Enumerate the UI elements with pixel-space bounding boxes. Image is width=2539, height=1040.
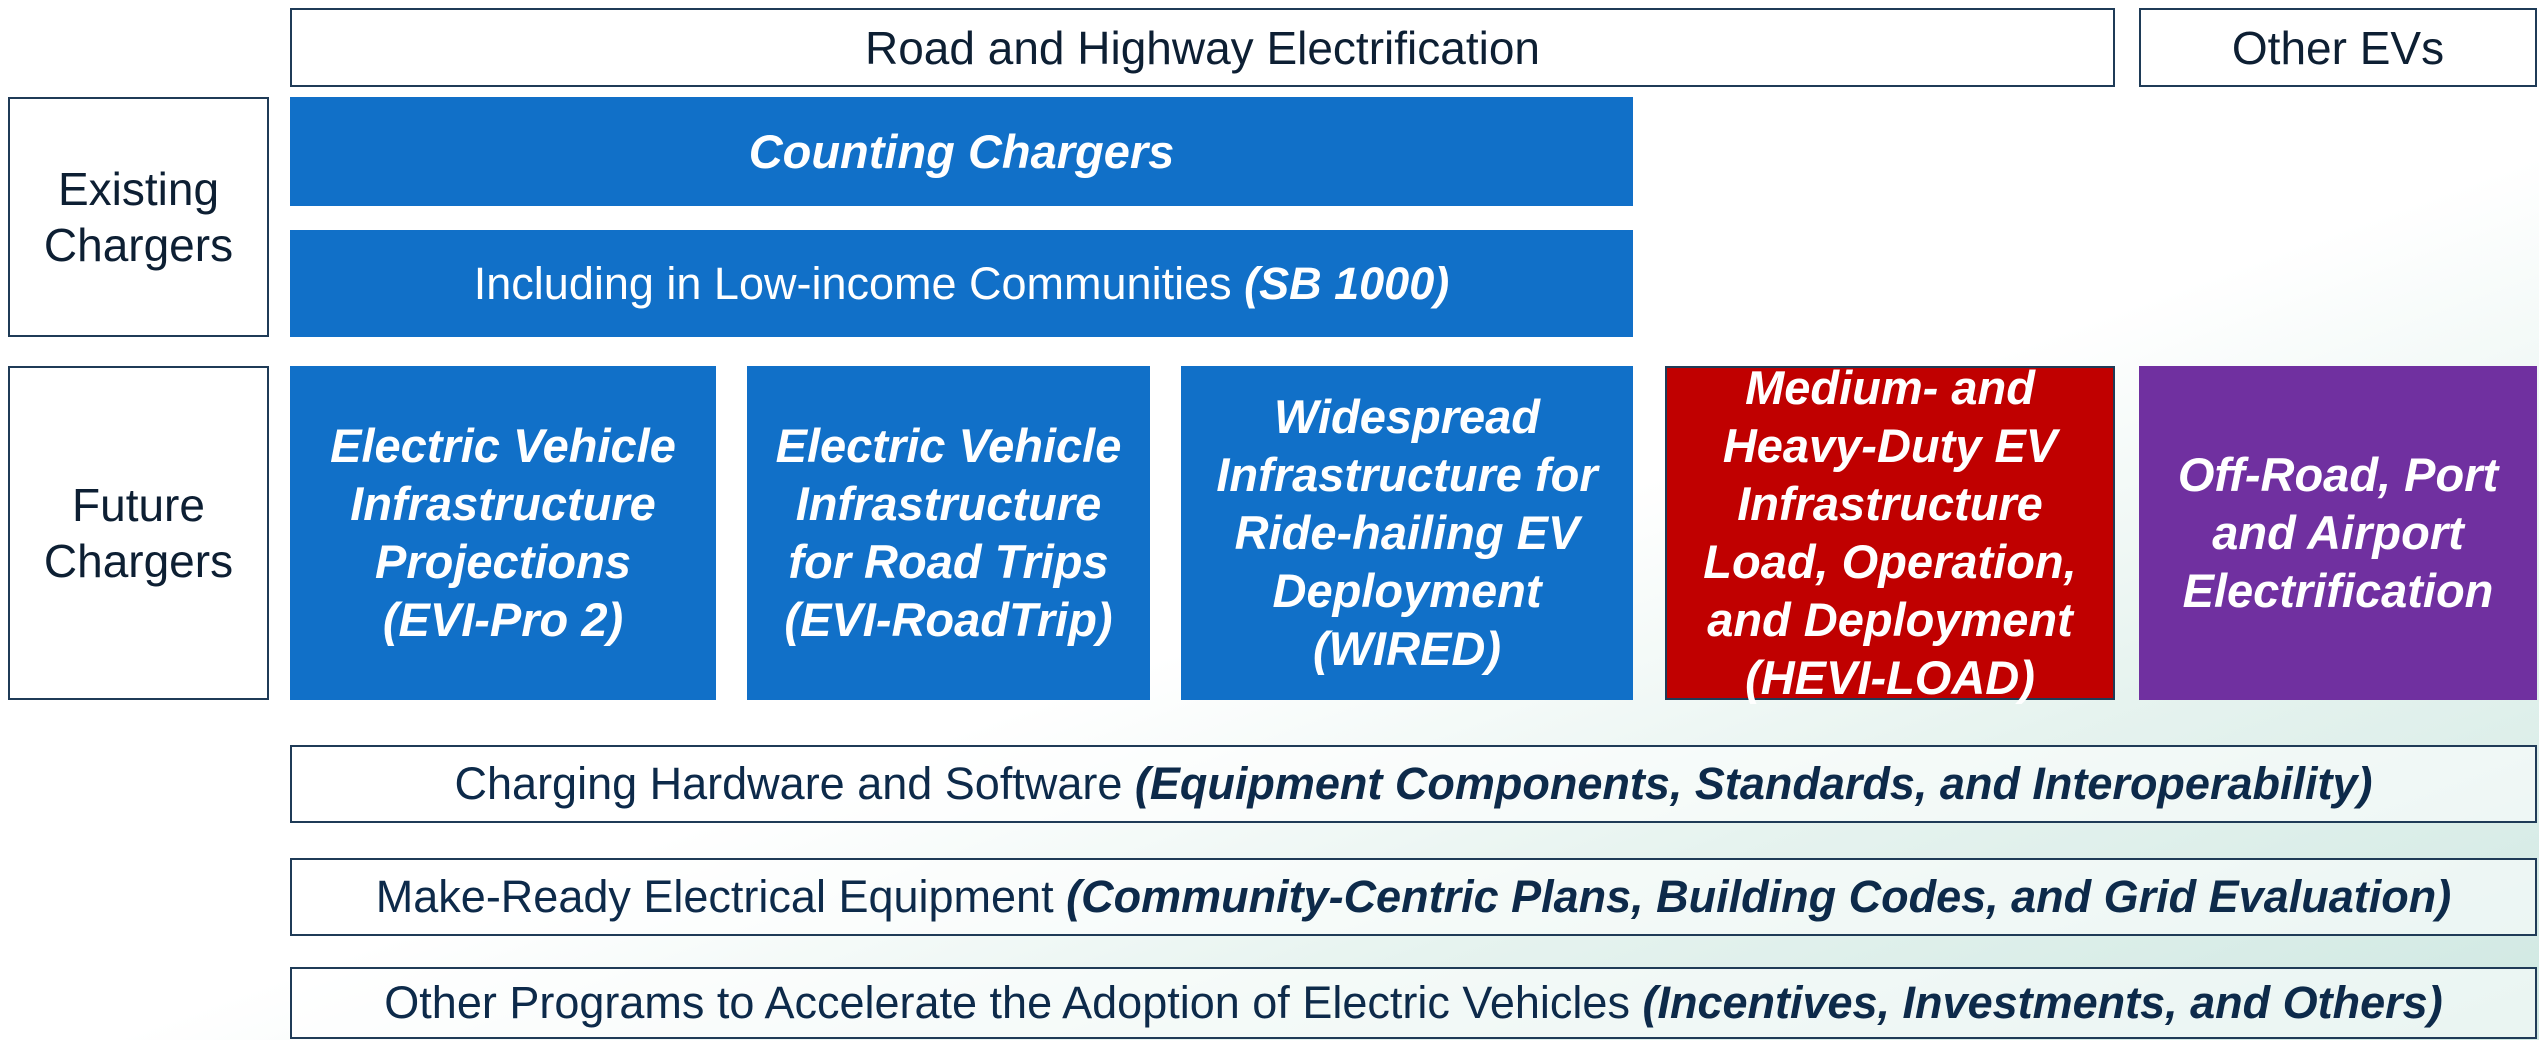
program-line: (HEVI-LOAD)	[1745, 651, 2035, 704]
program-line: Electric Vehicle	[330, 419, 676, 472]
header-left-text: Road and Highway Electrification	[864, 21, 1541, 74]
program-line: (EVI-RoadTrip)	[784, 593, 1113, 646]
band-box: Other Programs to Accelerate the Adoptio…	[290, 967, 2537, 1039]
band-emphasis: (Incentives, Investments, and Others)	[1642, 977, 2443, 1028]
program-line: Load, Operation,	[1703, 535, 2077, 588]
program-line: Infrastructure	[1737, 477, 2043, 530]
program-box: Medium- and Heavy-Duty EV Infrastructure Lo…	[1665, 361, 2115, 704]
row-label-text: Chargers	[43, 219, 234, 271]
row-label-text: Future	[72, 479, 205, 531]
counting-text: Counting Chargers	[748, 125, 1175, 178]
program-box: Off-Road, Port and Airport Electrification	[2139, 366, 2537, 700]
row-label: Existing Chargers	[8, 97, 269, 337]
program-line: Deployment	[1272, 564, 1542, 617]
band-text: Other Programs to Accelerate the Adoptio…	[384, 977, 1630, 1028]
program-line: Widespread	[1274, 390, 1540, 443]
program-box: Electric Vehicle Infrastructure for Road T…	[747, 366, 1150, 700]
program-box: Widespread Infrastructure for Ride-hailing…	[1181, 366, 1633, 700]
band-box: Make-Ready Electrical Equipment (Communi…	[290, 858, 2537, 936]
header-right: Other EVs	[2139, 8, 2537, 87]
band-box: Charging Hardware and Software (Equipmen…	[290, 745, 2537, 823]
row-label: Future Chargers	[8, 366, 269, 700]
program-line: (WIRED)	[1313, 622, 1501, 675]
row-label-text: Existing	[57, 163, 220, 215]
program-line: Ride-hailing EV	[1234, 506, 1580, 559]
program-line: Infrastructure for	[1216, 448, 1598, 501]
band-emphasis: (Community-Centric Plans, Building Codes…	[1066, 871, 2452, 922]
program-line: (EVI-Pro 2)	[382, 593, 624, 646]
program-line: Medium- and	[1745, 361, 2035, 414]
header-right-text: Other EVs	[2231, 21, 2445, 74]
low-income-box: Including in Low-income Communities (SB …	[290, 230, 1633, 337]
program-line: Infrastructure	[795, 477, 1102, 530]
program-box: Electric Vehicle Infrastructure Projection…	[290, 366, 716, 700]
header-left: Road and Highway Electrification	[290, 8, 2115, 87]
low-income-text: Including in Low-income Communities	[473, 257, 1232, 309]
program-line: Electrification	[2182, 564, 2494, 617]
band-text: Charging Hardware and Software	[454, 758, 1123, 809]
program-line: for Road Trips	[788, 535, 1109, 588]
row-label-text: Chargers	[43, 535, 234, 587]
program-line: and Deployment	[1707, 593, 2073, 646]
program-line: Off-Road, Port	[2177, 448, 2499, 501]
program-line: Projections	[375, 535, 631, 588]
program-line: Heavy-Duty EV	[1722, 419, 2058, 472]
counting-box: Counting Chargers	[290, 97, 1633, 206]
program-line: Infrastructure	[350, 477, 656, 530]
band-emphasis: (Equipment Components, Standards, and In…	[1134, 758, 2373, 809]
program-line: Electric Vehicle	[775, 419, 1122, 472]
space	[1054, 871, 1067, 923]
space	[1122, 758, 1135, 810]
low-income-emphasis: (SB 1000)	[1244, 257, 1450, 309]
space	[1630, 977, 1643, 1029]
program-line: and Airport	[2212, 506, 2464, 559]
band-text: Make-Ready Electrical Equipment	[375, 871, 1054, 922]
